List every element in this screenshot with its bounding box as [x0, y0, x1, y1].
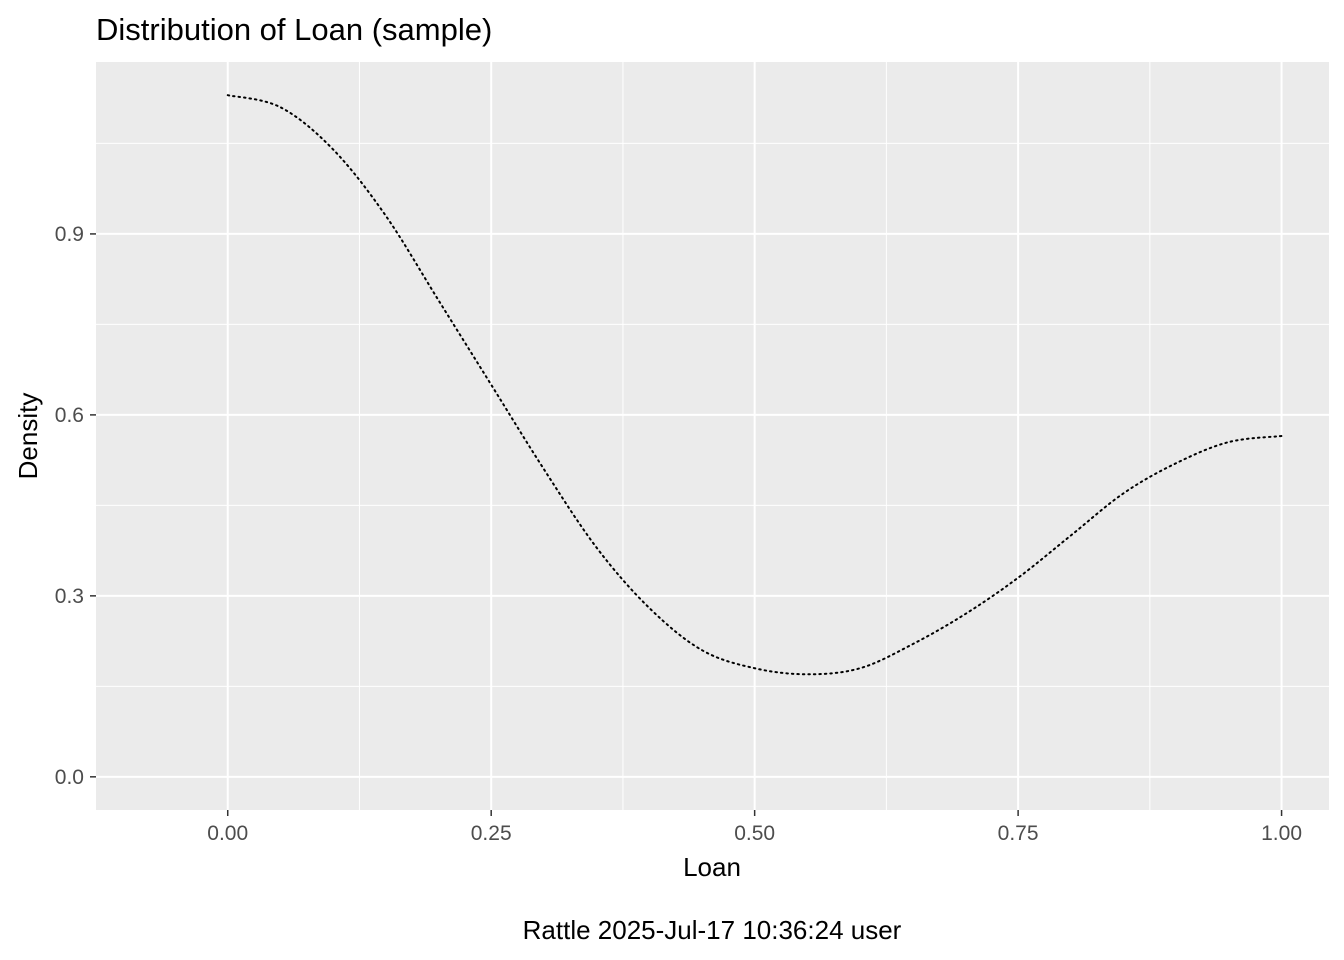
- x-tick-label: 0.50: [734, 822, 775, 845]
- plot-panel: [96, 62, 1329, 810]
- y-axis: 0.0 0.3 0.6 0.9: [55, 223, 96, 789]
- y-tick-label: 0.3: [55, 585, 84, 608]
- x-axis: 0.00 0.25 0.50 0.75 1.00: [207, 810, 1302, 845]
- x-tick-label: 0.00: [207, 822, 248, 845]
- y-axis-title: Density: [13, 393, 43, 480]
- x-tick-label: 0.75: [998, 822, 1039, 845]
- x-tick-label: 0.25: [471, 822, 512, 845]
- y-tick-label: 0.9: [55, 223, 84, 246]
- minor-gridlines: [96, 62, 1329, 810]
- chart-title: Distribution of Loan (sample): [96, 12, 492, 47]
- x-axis-title: Loan: [683, 852, 741, 882]
- y-tick-label: 0.6: [55, 404, 84, 427]
- chart-caption: Rattle 2025-Jul-17 10:36:24 user: [523, 915, 902, 945]
- x-tick-label: 1.00: [1261, 822, 1302, 845]
- y-tick-label: 0.0: [55, 766, 84, 789]
